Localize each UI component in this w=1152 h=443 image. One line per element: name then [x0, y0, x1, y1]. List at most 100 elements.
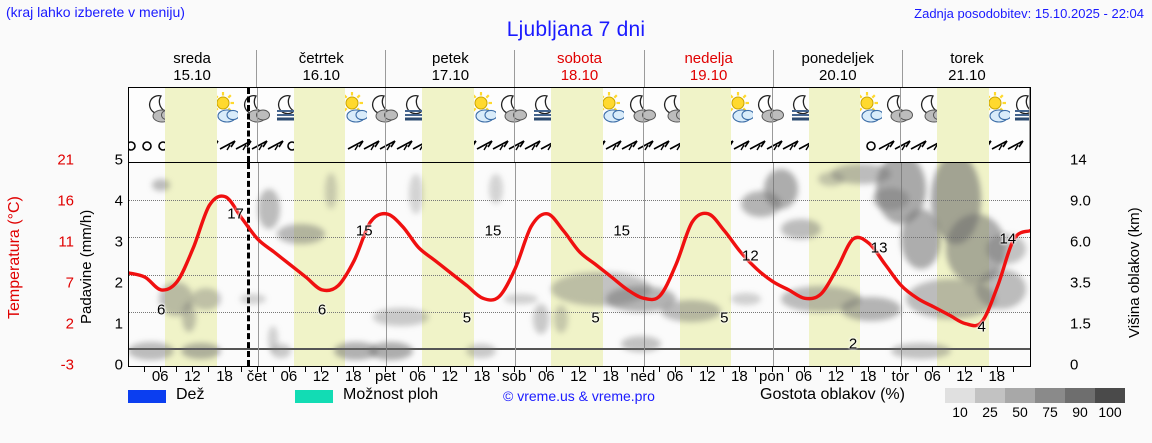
- x-tick-label-12: 06: [537, 368, 555, 385]
- xtick: [562, 367, 564, 372]
- x-tick-label-15: ned: [630, 368, 656, 385]
- temp-point-label-8: 5: [720, 309, 729, 327]
- cloud-density-blob: [191, 288, 221, 310]
- cloud-density-blob: [533, 304, 549, 334]
- xtick: [675, 367, 677, 372]
- precipitation-axis-title: Padavine (mm/h): [78, 209, 95, 325]
- precip-tick-1: 4: [114, 192, 123, 210]
- wind-barb-icon: [522, 132, 544, 158]
- calm-wind-icon: [136, 132, 158, 158]
- cloud-density-step-3: [1035, 388, 1065, 403]
- cloud-tick-4: 1.5: [1070, 315, 1091, 333]
- xtick: [337, 367, 339, 372]
- day-name: ponedeljek: [801, 50, 875, 67]
- weather-icon-band: [128, 87, 1031, 162]
- x-tick-label-3: čet: [246, 368, 267, 385]
- day-separator-2: [386, 163, 388, 366]
- xtick: [353, 367, 355, 372]
- temperature-axis-title: Temperatura (°C): [6, 196, 23, 319]
- temp-point-label-1: 17: [227, 205, 244, 223]
- x-tick-label-8: 06: [409, 368, 426, 385]
- cloud-density-blob: [369, 342, 413, 360]
- cloud-density-blob: [334, 342, 378, 360]
- xtick: [868, 367, 870, 372]
- day-column-5: [773, 88, 902, 162]
- day-date: 17.10: [431, 67, 470, 84]
- xtick: [642, 367, 644, 372]
- xtick: [224, 367, 226, 372]
- cloud-density-blob: [152, 179, 170, 191]
- xtick: [996, 367, 998, 372]
- x-tick-label-26: 18: [988, 368, 1006, 385]
- wind-barb-icon: [217, 132, 239, 158]
- xtick: [256, 367, 258, 372]
- xtick: [755, 367, 757, 372]
- xtick: [385, 367, 387, 372]
- x-tick-label-7: pet: [374, 368, 396, 385]
- location-hint: (kraj lahko izberete v meniju): [6, 4, 185, 20]
- day-header-1: četrtek 16.10: [257, 50, 387, 87]
- xtick: [723, 367, 725, 372]
- day-column-6: [901, 88, 1030, 162]
- cloud-density-tick-2: 50: [1012, 404, 1028, 420]
- cloud-tick-0: 14: [1070, 151, 1087, 169]
- xtick: [739, 367, 741, 372]
- xtick: [819, 367, 821, 372]
- sun-cloud-icon: [596, 91, 625, 125]
- day-header-strip: sreda 15.10 četrtek 16.10 petek 17.10 sobota 18…: [128, 50, 1031, 87]
- wind-barb-icon: [603, 132, 625, 158]
- temp-tick-3: 7: [65, 274, 74, 292]
- day-header-3: sobota 18.10: [515, 50, 645, 87]
- xtick: [433, 367, 435, 372]
- wind-barb-icon: [989, 132, 1011, 158]
- xtick: [481, 367, 483, 372]
- gridline-h-1: [129, 200, 1030, 202]
- cloud-density-blob: [504, 294, 538, 304]
- plot-daylight-band-4: [679, 163, 732, 366]
- day-column-4: [644, 88, 773, 162]
- cloud-height-axis-title: Višina oblakov (km): [1126, 207, 1143, 338]
- page-title: Ljubljana 7 dni: [506, 18, 646, 41]
- xtick: [964, 367, 966, 372]
- wind-barb-icon: [651, 132, 673, 158]
- xtick: [449, 367, 451, 372]
- forecast-plot: 61761551551551221341411: [128, 162, 1031, 367]
- cloud-density-blob: [181, 343, 221, 359]
- copyright-link[interactable]: © vreme.us & vreme.pro: [503, 388, 655, 404]
- rain-legend-label: Dež: [176, 386, 205, 403]
- xtick: [932, 367, 934, 372]
- xtick: [610, 367, 612, 372]
- cloud-density-step-2: [1005, 388, 1035, 403]
- day-name: nedelja: [684, 50, 733, 67]
- cloud-density-blob: [621, 336, 661, 352]
- showers-legend-swatch: [295, 390, 333, 403]
- temp-point-label-13: 14: [999, 230, 1017, 248]
- xtick: [401, 367, 403, 372]
- precip-tick-5: 0: [114, 356, 123, 374]
- wind-barb-icon: [635, 132, 657, 158]
- calm-wind-icon: [129, 132, 142, 158]
- xtick: [884, 367, 886, 372]
- x-axis-tickmarks: [128, 367, 1031, 373]
- day-separator-6: [901, 163, 903, 366]
- x-tick-label-22: 18: [859, 368, 877, 385]
- day-column-1: [258, 88, 387, 162]
- moon-cloud-icon: [628, 91, 656, 125]
- daylight-band-6: [937, 88, 989, 162]
- calm-wind-icon: [860, 132, 882, 158]
- cloud-density-blob: [841, 297, 901, 321]
- plot-daylight-band-1: [293, 163, 346, 366]
- day-column-0: [129, 88, 258, 162]
- day-date: 20.10: [819, 67, 857, 84]
- cloud-density-tick-4: 90: [1072, 404, 1088, 420]
- wind-barb-icon: [1005, 132, 1027, 158]
- xtick: [465, 367, 467, 372]
- cloud-density-blob: [271, 344, 291, 358]
- xtick: [900, 367, 902, 372]
- x-tick-label-21: 12: [827, 368, 845, 385]
- day-header-4: nedelja 19.10: [645, 50, 774, 87]
- x-tick-label-20: 06: [795, 368, 813, 385]
- cloud-density-step-0: [945, 388, 975, 403]
- xtick: [707, 367, 709, 372]
